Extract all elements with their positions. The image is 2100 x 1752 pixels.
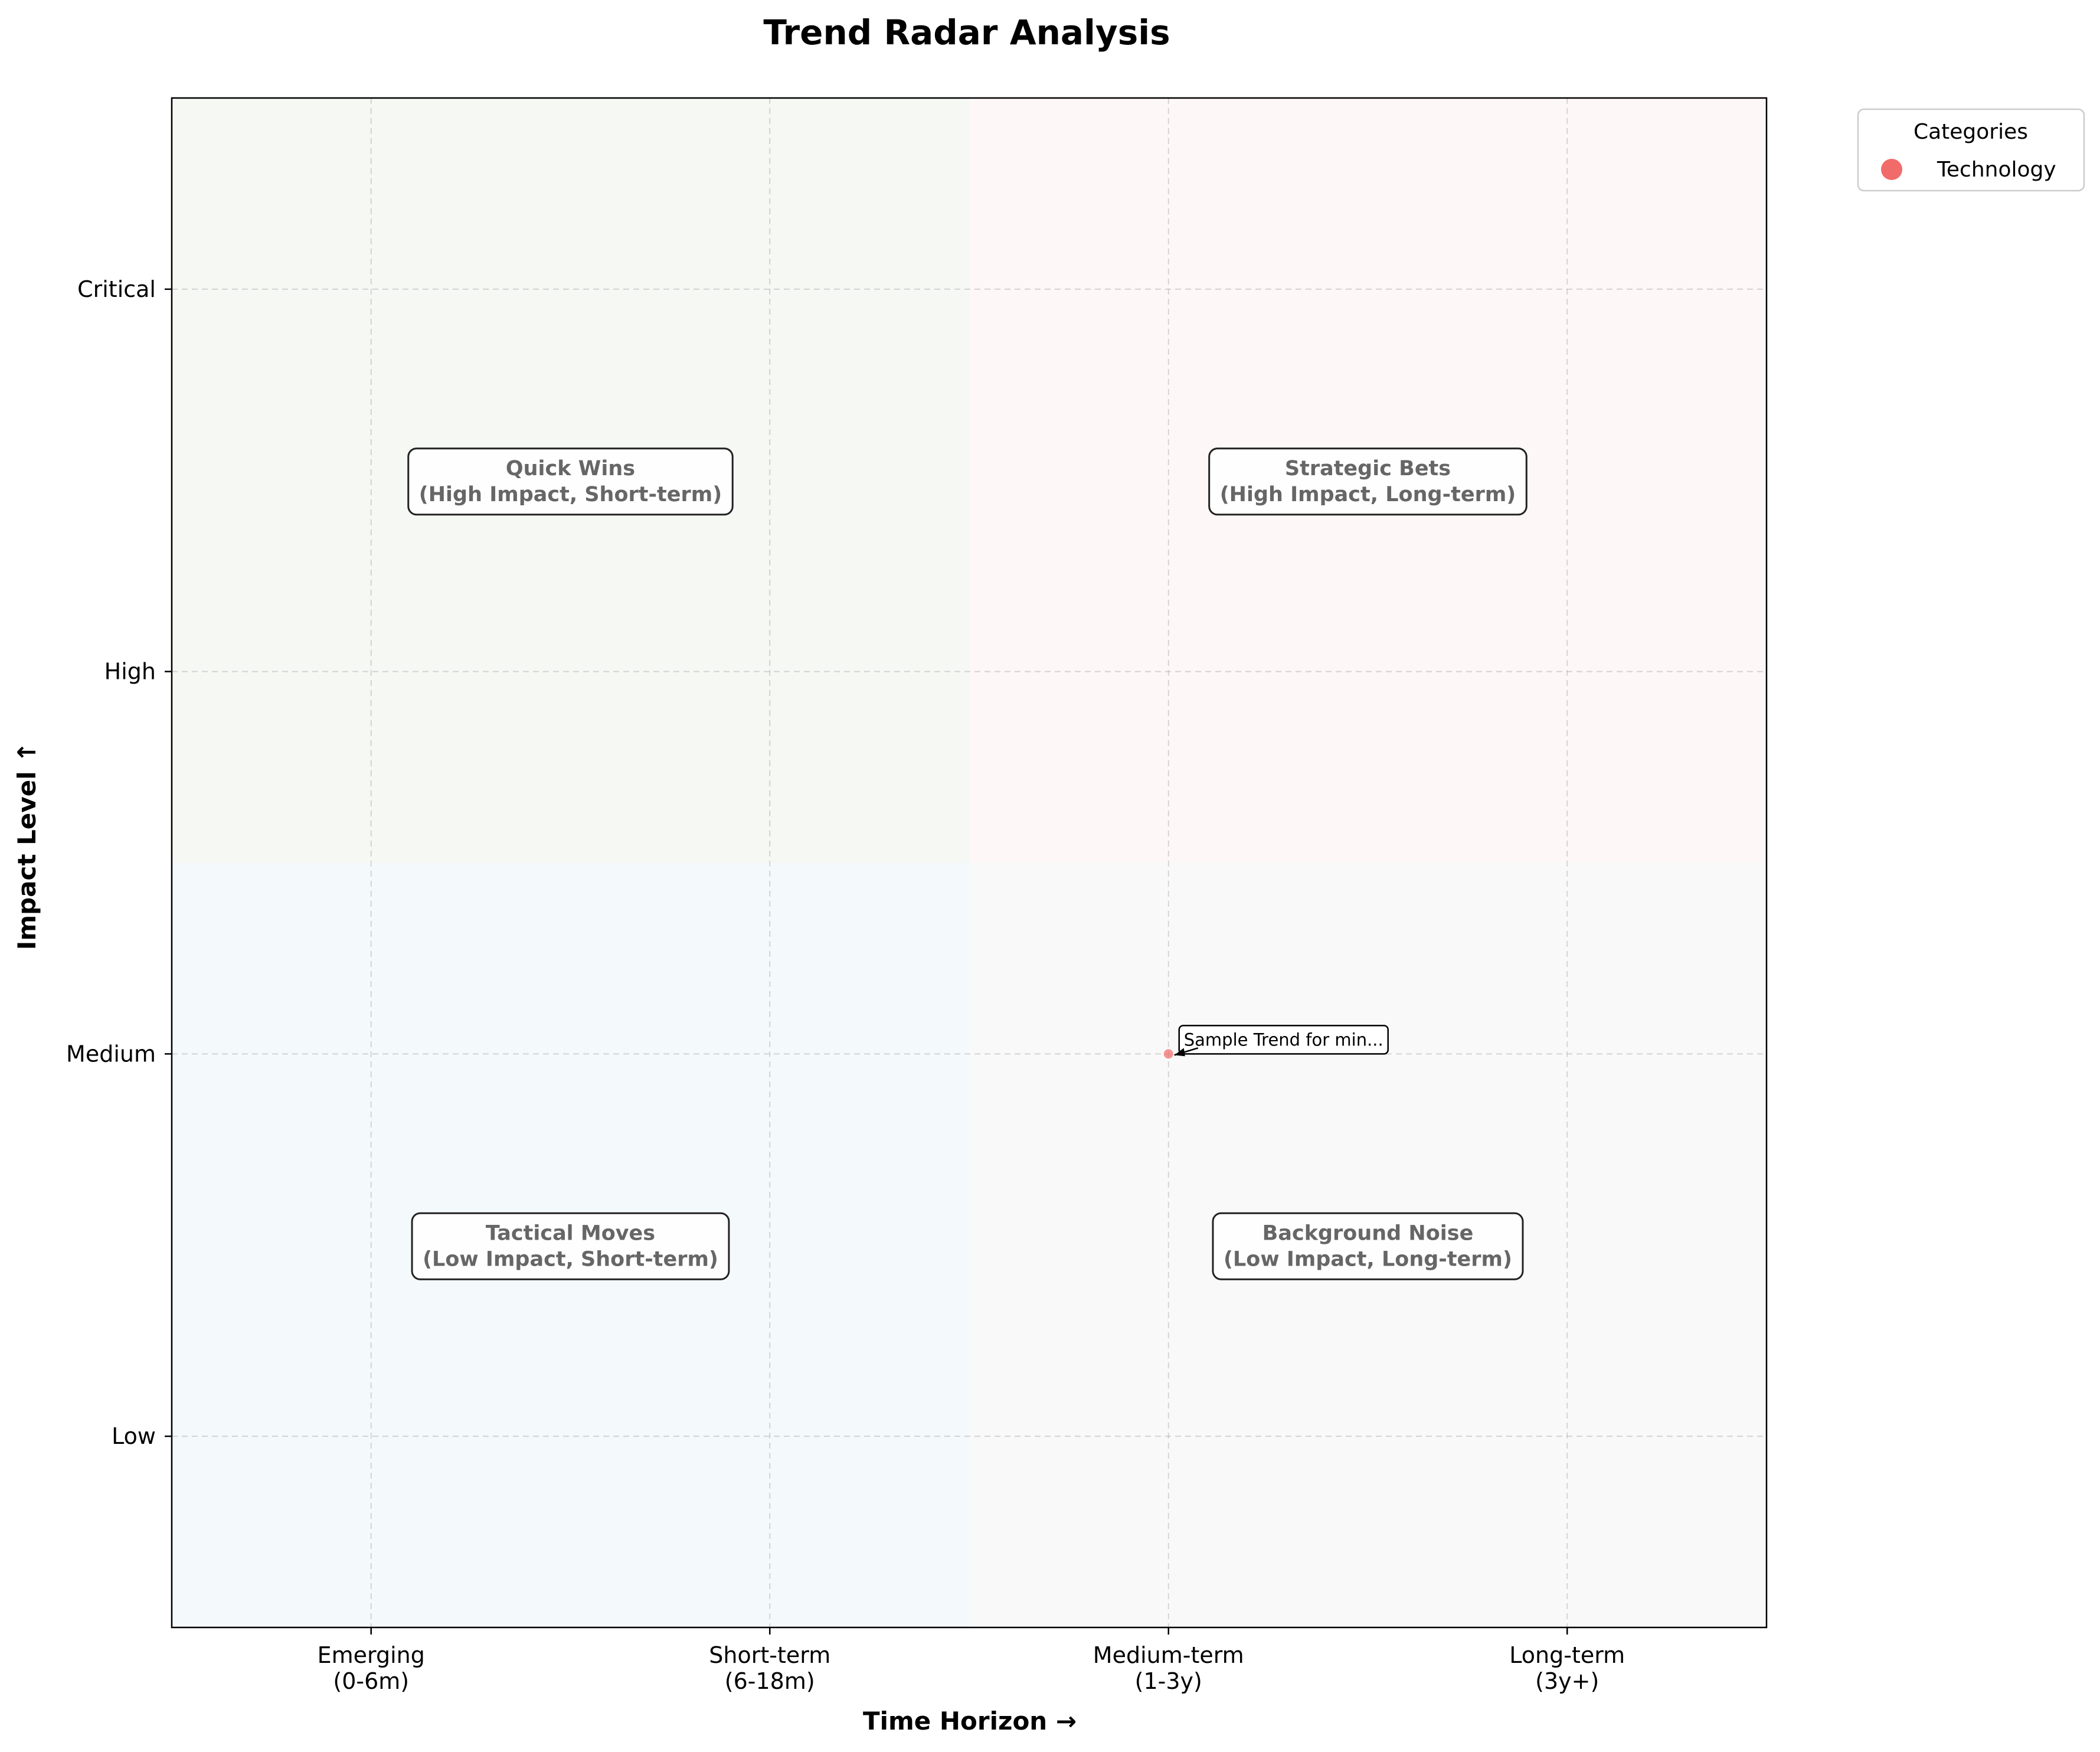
legend-box (1857, 108, 2085, 192)
data-points: Sample Trend for min... (1163, 1025, 1389, 1059)
legend-item-technology: Technology (1937, 158, 2056, 182)
quadrant-label: Background Noise (Low Impact, Long-term) (1212, 1212, 1524, 1280)
quadrant-label-box (1212, 1212, 1524, 1280)
legend-marker-technology (1881, 159, 1902, 180)
point-annotation: Sample Trend for min... (1174, 1025, 1389, 1057)
point-annotation-box (1178, 1025, 1389, 1055)
quadrant-label-text: Background Noise (Low Impact, Long-term) (1224, 1221, 1512, 1271)
quadrant-label: Tactical Moves (Low Impact, Short-term) (411, 1212, 730, 1280)
x-tick-label: Emerging (0-6m) (318, 1642, 425, 1694)
legend-title: Categories (1913, 120, 2028, 144)
plot-frame (171, 97, 1768, 1629)
legend: Categories Technology (1857, 108, 2085, 192)
y-tick-label: Medium (66, 1041, 156, 1067)
y-tick-label: Low (112, 1423, 156, 1449)
quadrant-labels: Quick Wins (High Impact, Short-term) Strat… (407, 447, 1527, 1280)
quadrant-label-text: Strategic Bets (High Impact, Long-term) (1220, 457, 1516, 506)
quadrant-label: Quick Wins (High Impact, Short-term) (407, 447, 734, 516)
quadrant-label-text: Tactical Moves (Low Impact, Short-term) (423, 1221, 718, 1271)
axis-ticks: Emerging (0-6m) Short-term (6-18m) Medium-te… (66, 276, 1625, 1694)
grid-lines (172, 98, 1767, 1627)
point-annotation-arrowhead (1174, 1048, 1185, 1057)
x-tick-label: Long-term (3y+) (1509, 1642, 1625, 1694)
data-point (1163, 1049, 1173, 1059)
quadrant-label-box (411, 1212, 730, 1280)
quadrant-label-box (407, 447, 734, 516)
quadrant-label: Strategic Bets (High Impact, Long-term) (1208, 447, 1527, 516)
quadrant-label-box (1208, 447, 1527, 516)
y-tick-label: Critical (77, 276, 156, 302)
quadrant-backgrounds (172, 98, 1767, 1627)
x-axis-label: Time Horizon → (863, 1707, 1077, 1735)
x-tick-label: Short-term (6-18m) (709, 1642, 830, 1694)
y-axis-label: Impact Level ↑ (12, 742, 41, 950)
quadrant-label-text: Quick Wins (High Impact, Short-term) (419, 457, 722, 506)
x-tick-label: Medium-term (1-3y) (1093, 1642, 1244, 1694)
point-annotation-text: Sample Trend for min... (1184, 1029, 1383, 1050)
chart-title: Trend Radar Analysis (763, 12, 1170, 53)
y-tick-label: High (104, 659, 156, 685)
